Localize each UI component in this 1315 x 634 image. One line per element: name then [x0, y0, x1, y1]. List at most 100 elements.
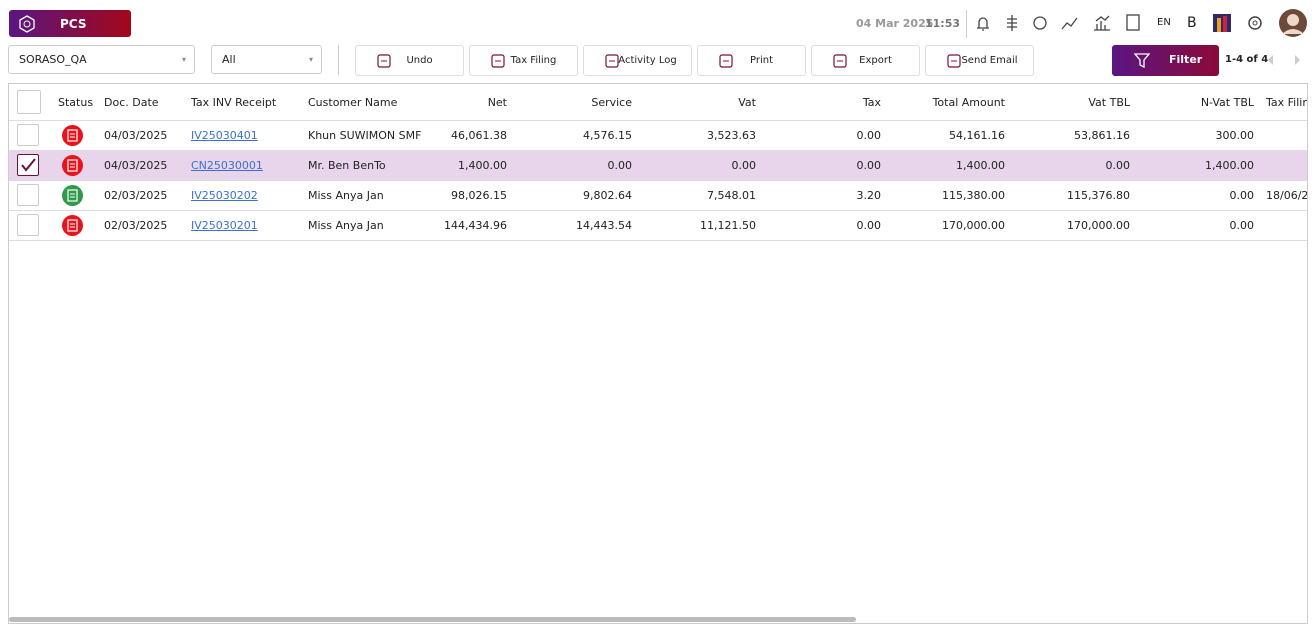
column-header[interactable]: Status — [58, 96, 94, 109]
button-icon — [833, 54, 847, 68]
table-cell: 144,434.96 — [444, 219, 507, 232]
table-cell: 11,121.50 — [700, 219, 756, 232]
divider — [966, 10, 967, 38]
report-icon[interactable] — [1126, 14, 1140, 31]
next-page[interactable] — [1295, 55, 1300, 65]
table-row[interactable]: 04/03/2025 IV25030401 Khun SUWIMON SMF 46,0… — [9, 121, 1307, 151]
table-cell: 54,161.16 — [949, 129, 1005, 142]
table-cell: 170,000.00 — [1067, 219, 1130, 232]
column-header[interactable]: Total Amount — [932, 96, 1005, 109]
button-label: Tax Filing — [510, 55, 557, 66]
user-initial[interactable]: B — [1187, 15, 1197, 31]
clock-icon[interactable] — [1033, 16, 1047, 30]
receipt-link[interactable]: CN25030001 — [191, 159, 263, 172]
column-header[interactable]: N-Vat TBL — [1200, 96, 1254, 109]
table-cell: 46,061.38 — [451, 129, 507, 142]
toolbar-button[interactable]: Undo — [355, 45, 464, 76]
receipt-link[interactable]: IV25030201 — [191, 219, 258, 232]
table-cell: 115,376.80 — [1067, 189, 1130, 202]
table-cell: 18/06/20 — [1266, 189, 1308, 202]
caret: ▾ — [181, 55, 186, 64]
table-cell: Khun SUWIMON SMF — [308, 129, 422, 142]
company-select[interactable]: SORASO_QA ▾ — [8, 45, 195, 74]
status-icon — [62, 215, 83, 236]
column-header[interactable]: Net — [487, 96, 507, 109]
row-checkbox[interactable] — [17, 214, 39, 236]
button-label: Undo — [406, 55, 433, 66]
check-mark — [21, 158, 36, 172]
table-cell: 300.00 — [1215, 129, 1255, 142]
receipt-link[interactable]: IV25030401 — [191, 129, 258, 142]
row-checkbox[interactable] — [17, 154, 39, 176]
button-label: Print — [749, 55, 773, 66]
filter-button[interactable]: Filter — [1112, 45, 1219, 76]
select-all-checkbox[interactable] — [17, 90, 41, 114]
pager-arrows — [1268, 55, 1300, 65]
table-cell: 02/03/2025 — [104, 189, 168, 202]
column-header[interactable]: Doc. Date — [104, 96, 159, 109]
logo[interactable]: PCS — [9, 10, 131, 37]
table-cell: Miss Anya Jan — [308, 219, 384, 232]
row-checkbox[interactable] — [17, 184, 39, 206]
column-header[interactable]: Tax — [862, 96, 881, 109]
pagination: 1-4 of 4 — [1225, 54, 1269, 65]
button-label: Export — [859, 55, 892, 66]
column-header[interactable]: Tax INV Receipt — [191, 96, 277, 109]
table-cell: 0.00 — [856, 129, 882, 142]
column-header[interactable]: Service — [591, 96, 632, 109]
receipt-link[interactable]: IV25030202 — [191, 189, 258, 202]
settings-icon[interactable] — [1248, 16, 1262, 30]
table-cell: 115,380.00 — [942, 189, 1005, 202]
filter-label: Filter — [1169, 53, 1203, 66]
language[interactable]: EN — [1157, 17, 1171, 28]
table-cell: 1,400.00 — [1205, 159, 1254, 172]
table-cell: 0.00 — [1229, 189, 1255, 202]
toolbar-button[interactable]: Activity Log — [583, 45, 692, 76]
header-border — [9, 120, 1307, 121]
button-icon — [719, 54, 733, 68]
scrollbar[interactable] — [9, 617, 856, 622]
chart-icon[interactable] — [1094, 15, 1110, 31]
button-icon — [947, 54, 961, 68]
column-header[interactable]: Vat — [738, 96, 756, 109]
bell-icon[interactable] — [977, 17, 989, 31]
date: 04 Mar 2025 — [856, 17, 934, 30]
column-header[interactable]: Vat TBL — [1088, 96, 1130, 109]
status-icon — [62, 155, 83, 176]
palette-icon[interactable] — [1213, 14, 1231, 32]
table-cell: 1,400.00 — [956, 159, 1005, 172]
header-icons — [977, 14, 1140, 31]
trend-icon[interactable] — [1061, 17, 1078, 30]
doc-glyph — [67, 129, 78, 142]
column-header[interactable]: Tax Filing — [1266, 96, 1307, 109]
table-cell: 02/03/2025 — [104, 219, 168, 232]
ledger-icon[interactable] — [1007, 15, 1017, 31]
status-icon — [62, 125, 83, 146]
doc-glyph — [67, 159, 78, 172]
status-select[interactable]: All ▾ — [211, 45, 322, 74]
toolbar-button[interactable]: Export — [811, 45, 920, 76]
divider — [338, 45, 339, 75]
table-row[interactable]: 02/03/2025 IV25030202 Miss Anya Jan 98,026.… — [9, 181, 1307, 211]
prev-page[interactable] — [1268, 55, 1273, 65]
table-cell: 98,026.15 — [451, 189, 507, 202]
row-checkbox[interactable] — [17, 124, 39, 146]
table-cell: 0.00 — [856, 159, 882, 172]
status-icon — [62, 185, 83, 206]
table-row[interactable]: 02/03/2025 IV25030201 Miss Anya Jan 144,434… — [9, 211, 1307, 241]
table-cell: Miss Anya Jan — [308, 189, 384, 202]
toolbar-button[interactable]: Tax Filing — [469, 45, 578, 76]
table-cell: 9,802.64 — [583, 189, 632, 202]
button-icon — [605, 54, 619, 68]
doc-glyph — [67, 189, 78, 202]
table-cell: 3.20 — [856, 189, 882, 202]
avatar[interactable] — [1278, 8, 1308, 38]
company-value: SORASO_QA — [19, 53, 87, 66]
column-header[interactable]: Customer Name — [308, 96, 398, 109]
table-row[interactable]: 04/03/2025 CN25030001 Mr. Ben BenTo 1,400.0… — [9, 151, 1307, 181]
toolbar-button[interactable]: Print — [697, 45, 806, 76]
toolbar-button[interactable]: Send Email — [925, 45, 1034, 76]
table-cell: Mr. Ben BenTo — [308, 159, 386, 172]
table-cell: 3,523.63 — [707, 129, 756, 142]
tools-icons — [1213, 14, 1262, 32]
